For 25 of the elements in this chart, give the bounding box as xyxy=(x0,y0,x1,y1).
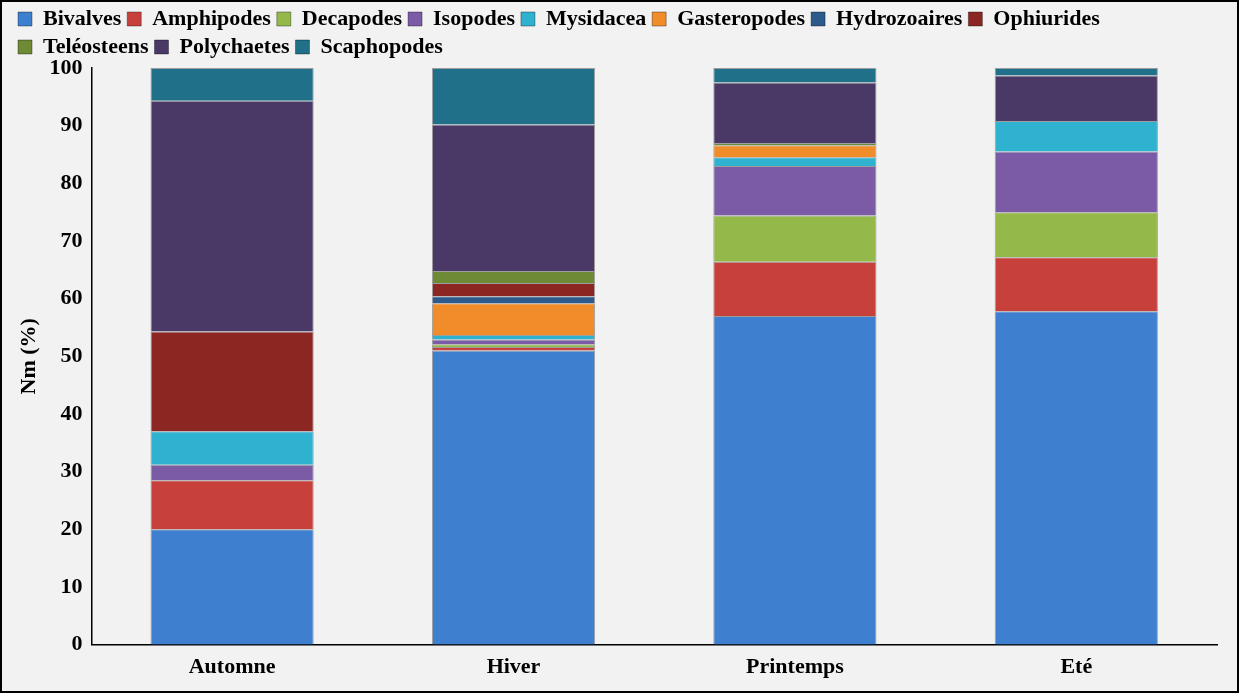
x-tick-label: Hiver xyxy=(486,653,541,679)
x-tick-label: Automne xyxy=(188,653,276,679)
legend-label: Bivalves xyxy=(43,4,122,30)
y-tick-label: 0 xyxy=(71,630,83,656)
legend-label: Decapodes xyxy=(301,4,403,30)
y-axis-title: Nm (%) xyxy=(14,318,40,395)
y-tick-label: 10 xyxy=(60,572,83,598)
y-tick-label: 60 xyxy=(60,284,83,310)
legend-label: Amphipodes xyxy=(152,4,272,30)
legend-label: Scaphopodes xyxy=(320,32,444,58)
y-tick-label: 80 xyxy=(60,169,83,195)
legend-label: Ophiurides xyxy=(993,4,1101,30)
y-tick-label: 70 xyxy=(60,226,83,252)
legend-label: Mysidacea xyxy=(545,4,647,30)
y-tick-label: 20 xyxy=(60,514,83,540)
x-tick-label: Printemps xyxy=(746,653,845,679)
y-tick-label: 90 xyxy=(60,111,83,137)
x-tick-label: Eté xyxy=(1060,653,1093,679)
legend-label: Polychaetes xyxy=(179,32,290,58)
y-tick-label: 30 xyxy=(60,457,83,483)
legend-label: Isopodes xyxy=(433,4,516,30)
legend-label: Gasteropodes xyxy=(677,4,806,30)
y-tick-label: 40 xyxy=(60,399,83,425)
y-tick-label: 50 xyxy=(60,341,83,367)
legend-label: Hydrozoaires xyxy=(836,4,963,30)
